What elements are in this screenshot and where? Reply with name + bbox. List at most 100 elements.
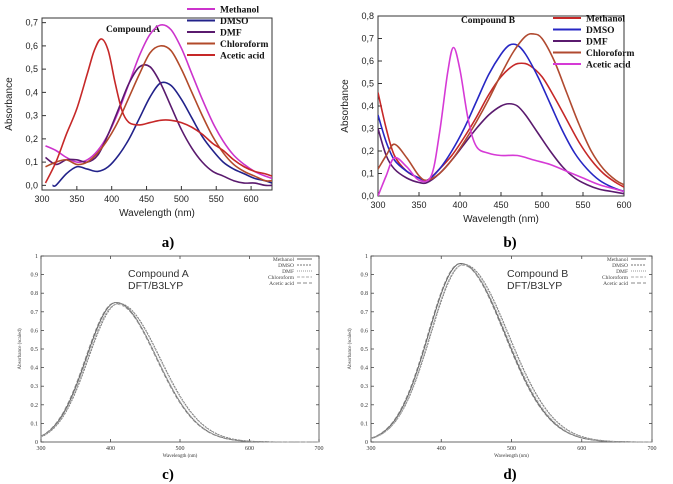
x-tick-label: 450 [493,200,508,210]
y-tick-label: 0.3 [31,384,39,390]
series-line-acetic-acid [370,263,653,443]
y-tick-label: 0.4 [361,366,369,372]
y-tick-label: 0 [365,440,368,446]
y-axis-title: Absorbance (scaled) [348,328,353,369]
y-tick-label: 0.5 [31,347,39,353]
x-tick-label: 600 [244,194,259,204]
panel-label-c: c) [162,467,174,483]
series-line-chloroform [45,45,272,182]
y-tick-label: 0,4 [25,87,38,97]
y-tick-label: 0.1 [31,421,39,427]
legend-label-methanol: Methanol [586,15,625,25]
y-tick-label: 0,6 [361,56,374,66]
y-tick-label: 0 [35,440,38,446]
y-axis-title: Absorbance (scaled) [18,328,23,369]
legend-label-chloroform: Chloroform [268,274,295,281]
x-tick-label: 400 [452,200,467,210]
y-tick-label: 0.6 [31,328,39,334]
legend-label-chloroform: Chloroform [586,49,634,59]
legend-label-methanol: Methanol [220,6,259,16]
x-tick-label: 300 [367,446,376,452]
series-line-acetic-acid [378,46,624,196]
y-tick-label: 0,2 [361,146,374,156]
y-tick-label: 0,2 [25,134,38,144]
legend-label-dmso: DMSO [612,263,628,269]
panel-d-chart: 300 400 500 600 700 0 0.1 0.2 0.3 0.4 0.5 0.6 0.7 0.8… [348,254,657,459]
y-tick-label: 0,7 [25,18,38,28]
y-tick-label: 0,7 [361,34,374,44]
y-tick-label: 0.8 [31,291,39,297]
y-axis-title: Absorbance [4,77,15,131]
x-tick-label: 450 [139,194,154,204]
panel-label-a: a) [162,235,175,251]
x-tick-label: 400 [106,446,115,452]
series-line-dmso [52,81,272,188]
plot-frame [41,17,273,191]
x-tick-label: 600 [245,446,254,452]
y-tick-label: 0,0 [25,180,38,190]
y-tick-label: 1 [365,254,368,260]
plot-annotation: Compound B [507,268,568,280]
plot-annotation: DFT/B3LYP [507,280,562,292]
legend-label-chloroform: Chloroform [220,40,268,50]
x-tick-label: 300 [34,194,49,204]
y-tick-label: 0.2 [31,403,39,409]
series-line-dmf [40,302,319,443]
x-tick-label: 500 [174,194,189,204]
y-tick-label: 0.3 [361,384,369,390]
x-tick-label: 500 [534,200,549,210]
legend-label-dmso: DMSO [278,263,294,269]
x-tick-label: 400 [104,194,119,204]
y-tick-label: 0.6 [361,328,369,334]
y-tick-label: 0.8 [361,291,369,297]
y-tick-label: 0,3 [361,124,374,134]
x-axis-title: Wavelength (nm) [119,208,195,219]
legend-label-acetic-acid: Acetic acid [586,61,631,71]
legend-label-dmf: DMF [282,269,294,275]
x-axis-title: Wavelength (nm) [463,214,539,225]
series-line-dmf [44,63,272,187]
x-tick-label: 700 [315,446,324,452]
x-tick-label: 700 [648,446,657,452]
series-line-dmso [370,263,652,443]
y-axis-title: Absorbance [340,79,351,133]
x-axis-title: Wavelength (nm) [494,454,529,459]
legend-label-dmf: DMF [586,38,608,48]
legend-label-methanol: Methanol [273,257,295,263]
x-tick-label: 550 [209,194,224,204]
y-tick-label: 0,1 [361,169,374,179]
x-tick-label: 600 [577,446,586,452]
y-tick-label: 0.9 [361,273,369,279]
x-tick-label: 300 [37,446,46,452]
y-tick-label: 0,6 [25,41,38,51]
series-line-chloroform [378,32,624,186]
series-line-dmso [378,43,624,193]
legend-label-dmf: DMF [220,29,242,39]
series-line-acetic-acid [44,38,272,184]
x-tick-label: 400 [437,446,446,452]
y-tick-label: 0,0 [361,191,374,201]
x-tick-label: 600 [616,200,631,210]
x-tick-label: 500 [507,446,516,452]
series-line-dmf [370,263,653,443]
legend-label-acetic-acid: Acetic acid [603,281,628,287]
x-axis-title: Wavelength (nm) [163,454,198,459]
panel-label-d: d) [503,467,516,483]
series-line-dmf [378,102,624,195]
y-tick-label: 0.1 [361,421,369,427]
y-tick-label: 0.9 [31,273,39,279]
y-tick-label: 0.7 [361,310,369,316]
x-tick-label: 350 [411,200,426,210]
legend-label-acetic-acid: Acetic acid [269,281,294,287]
y-tick-label: 0.7 [31,310,39,316]
chart-title: Compound B [461,16,516,26]
legend-label-dmso: DMSO [586,26,615,36]
y-tick-label: 0,8 [361,11,374,21]
plot-annotation: Compound A [128,268,189,280]
panel-c-chart: 300 400 500 600 700 0 0.1 0.2 0.3 0.4 0.5 0.6 0.7 0.8… [18,254,324,459]
panel-b-chart: 300 350 400 450 500 550 600 0,0 0,1 0,2 0,3 0,4 0,5 0… [340,11,634,225]
panel-a-chart: 300 350 400 450 500 550 600 0,0 0,1 0,2 0,3 0,4 0,5 0… [4,6,273,219]
legend-label-acetic-acid: Acetic acid [220,52,265,62]
y-tick-label: 0,4 [361,101,374,111]
